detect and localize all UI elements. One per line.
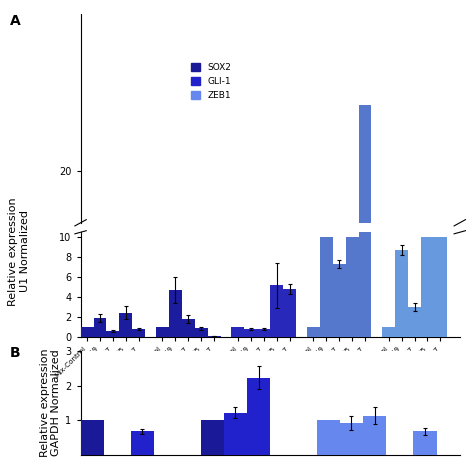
Bar [81, 327, 93, 337]
Bar [208, 336, 220, 337]
Text: A: A [9, 14, 20, 28]
Bar [434, 431, 447, 474]
Bar [358, 106, 372, 474]
Bar [340, 423, 363, 455]
Text: Relative expression
U1 Normalized: Relative expression U1 Normalized [8, 197, 30, 306]
Bar [317, 420, 340, 455]
Bar [182, 319, 195, 337]
Bar [408, 307, 421, 337]
Bar [320, 431, 333, 474]
Bar [169, 291, 182, 337]
Bar [107, 331, 119, 337]
Bar [195, 328, 208, 337]
Bar [346, 431, 358, 474]
Legend: SOX2, GLI-1, ZEB1: SOX2, GLI-1, ZEB1 [191, 64, 231, 100]
Bar [81, 420, 104, 455]
Bar [93, 318, 107, 337]
Bar [395, 465, 408, 474]
Bar [247, 377, 270, 455]
Bar [395, 250, 408, 337]
Bar [270, 285, 283, 337]
Bar [320, 237, 333, 337]
Bar [224, 413, 247, 455]
Bar [413, 431, 437, 455]
Bar [131, 431, 154, 455]
Bar [244, 329, 257, 337]
Bar [434, 237, 447, 337]
Bar [333, 264, 346, 337]
Bar [201, 420, 224, 455]
Bar [119, 313, 132, 337]
Bar [132, 329, 145, 337]
Bar [156, 327, 169, 337]
Bar [307, 327, 320, 337]
Bar [283, 289, 296, 337]
Bar [382, 327, 395, 337]
Bar [257, 329, 270, 337]
Bar [421, 237, 434, 337]
Bar [346, 237, 358, 337]
Bar [421, 431, 434, 474]
Bar [363, 416, 386, 455]
Bar [231, 327, 244, 337]
Text: B: B [9, 346, 20, 360]
Bar [358, 113, 372, 337]
Y-axis label: Relative expression
GAPDH Normalized: Relative expression GAPDH Normalized [39, 348, 61, 457]
